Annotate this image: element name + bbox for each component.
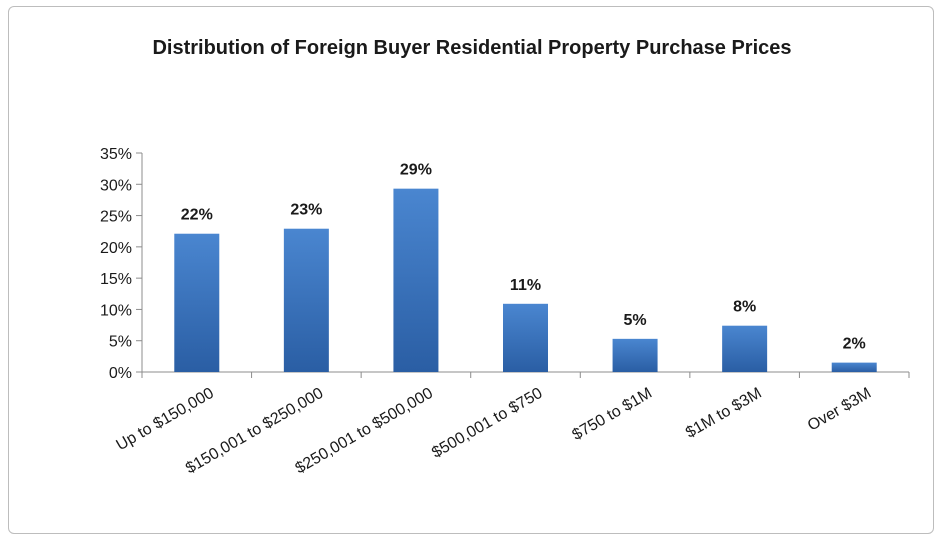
y-tick-label: 0% (109, 365, 132, 382)
chart-frame: Distribution of Foreign Buyer Residentia… (8, 6, 934, 534)
bar-chart: Distribution of Foreign Buyer Residentia… (100, 37, 910, 478)
x-axis (141, 371, 910, 378)
x-category-label: $750 to $1M (570, 385, 656, 444)
x-category-label: Over $3M (805, 385, 874, 435)
y-tick-label: 15% (100, 271, 132, 288)
y-tick-label: 25% (100, 209, 132, 226)
bar (283, 228, 329, 372)
data-label: 22% (181, 207, 213, 224)
bar (174, 233, 220, 372)
bar (503, 303, 548, 372)
y-tick-label: 10% (100, 302, 132, 319)
data-labels: 22% 23% 29% 11% 5% 8% 2% (181, 162, 866, 353)
bar (612, 338, 658, 372)
data-label: 29% (400, 162, 432, 179)
y-tick-label: 30% (100, 177, 132, 194)
x-category-label: $500,001 to $750 (429, 385, 545, 462)
bar (722, 325, 768, 372)
category-labels: Up to $150,000$150,001 to $250,000$250,0… (114, 385, 875, 478)
data-label: 11% (510, 277, 541, 294)
data-label: 8% (733, 299, 756, 316)
y-tick-label: 20% (100, 240, 132, 257)
data-label: 23% (290, 202, 322, 219)
y-tick-label: 35% (100, 146, 132, 163)
bar (393, 188, 439, 372)
data-label: 2% (843, 336, 866, 353)
x-category-label: Up to $150,000 (114, 385, 217, 454)
chart-title: Distribution of Foreign Buyer Residentia… (152, 37, 791, 59)
bar (831, 362, 877, 372)
bar-series (174, 188, 877, 372)
y-tick-label: 5% (109, 334, 132, 351)
x-category-label: $1M to $3M (683, 385, 765, 442)
data-label: 5% (624, 312, 647, 329)
y-axis: 0% 5% 10% 15% 20% 25% 30% 35% (100, 146, 143, 382)
